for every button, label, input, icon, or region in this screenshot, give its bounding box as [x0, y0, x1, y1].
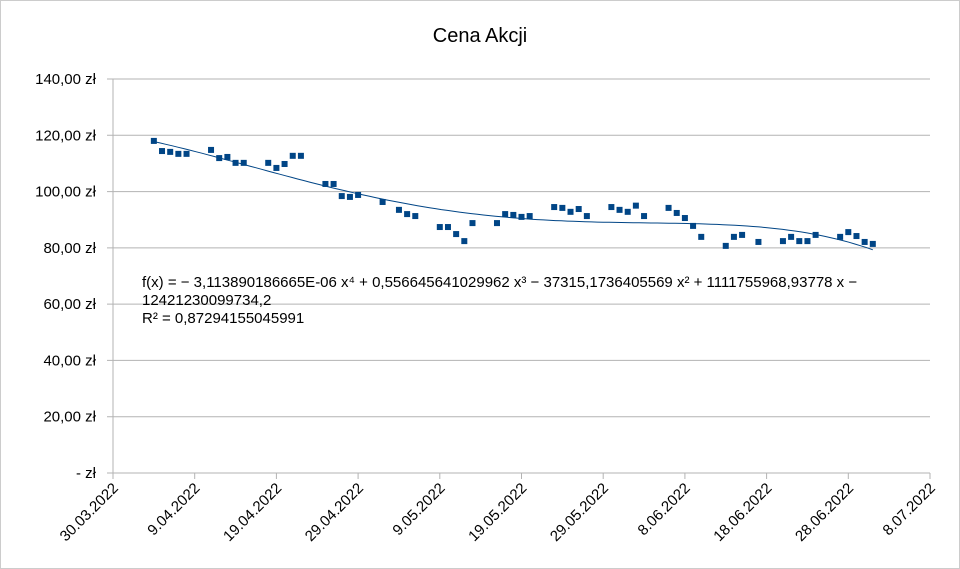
- point: [232, 159, 239, 166]
- point: [624, 208, 631, 215]
- point: [804, 238, 811, 245]
- point: [837, 233, 844, 240]
- point: [575, 206, 582, 213]
- point: [208, 146, 215, 153]
- point: [730, 233, 737, 240]
- point: [493, 220, 500, 227]
- point: [436, 224, 443, 231]
- point: [812, 231, 819, 238]
- y-tick-label: 20,00 zł: [43, 409, 96, 426]
- point: [216, 155, 223, 162]
- y-tick-label: 140,00 zł: [35, 71, 97, 88]
- point: [567, 208, 574, 215]
- point: [788, 233, 795, 240]
- r-squared: R² = 0,87294155045991: [142, 310, 305, 327]
- point: [641, 213, 648, 220]
- point: [616, 206, 623, 213]
- point: [346, 193, 353, 200]
- point: [183, 150, 190, 157]
- point: [281, 160, 288, 167]
- y-tick-label: 80,00 zł: [43, 240, 96, 257]
- point: [289, 152, 296, 159]
- point: [167, 148, 174, 155]
- point: [395, 206, 402, 213]
- point: [755, 238, 762, 245]
- point: [739, 231, 746, 238]
- y-tick-label: 100,00 zł: [35, 184, 97, 201]
- point: [559, 204, 566, 211]
- trendline-equation: f(x) = − 3,113890186665E-06 x⁴ + 0,55664…: [142, 274, 858, 309]
- point: [412, 213, 419, 220]
- point: [779, 238, 786, 245]
- point: [224, 153, 231, 160]
- point: [404, 211, 411, 218]
- point: [330, 180, 337, 187]
- point: [869, 240, 876, 247]
- point: [526, 213, 533, 220]
- point: [698, 233, 705, 240]
- point: [322, 180, 329, 187]
- y-tick-label: - zł: [76, 465, 97, 482]
- point: [690, 222, 697, 229]
- point: [297, 152, 304, 159]
- point: [681, 215, 688, 222]
- y-tick-label: 120,00 zł: [35, 127, 97, 144]
- y-tick-label: 60,00 zł: [43, 296, 96, 313]
- point: [461, 238, 468, 245]
- y-tick-label: 40,00 zł: [43, 352, 96, 369]
- point: [159, 148, 166, 155]
- point: [551, 204, 558, 211]
- point: [583, 213, 590, 220]
- point: [510, 211, 517, 218]
- point: [379, 198, 386, 205]
- point: [444, 224, 451, 231]
- point: [175, 150, 182, 157]
- point: [502, 211, 509, 218]
- point: [861, 238, 868, 245]
- point: [453, 231, 460, 238]
- point: [608, 204, 615, 211]
- trendline-label: f(x) = − 3,113890186665E-06 x⁴ + 0,55664…: [142, 274, 932, 328]
- chart-title: Cena Akcji: [433, 25, 528, 47]
- point: [265, 159, 272, 166]
- point: [240, 159, 247, 166]
- point: [150, 137, 157, 144]
- point: [796, 238, 803, 245]
- point: [722, 242, 729, 249]
- point: [355, 191, 362, 198]
- point: [845, 229, 852, 236]
- point: [518, 213, 525, 220]
- point: [632, 202, 639, 209]
- point: [338, 193, 345, 200]
- point: [469, 220, 476, 227]
- point: [673, 209, 680, 216]
- point: [273, 164, 280, 171]
- point: [853, 233, 860, 240]
- point: [665, 204, 672, 211]
